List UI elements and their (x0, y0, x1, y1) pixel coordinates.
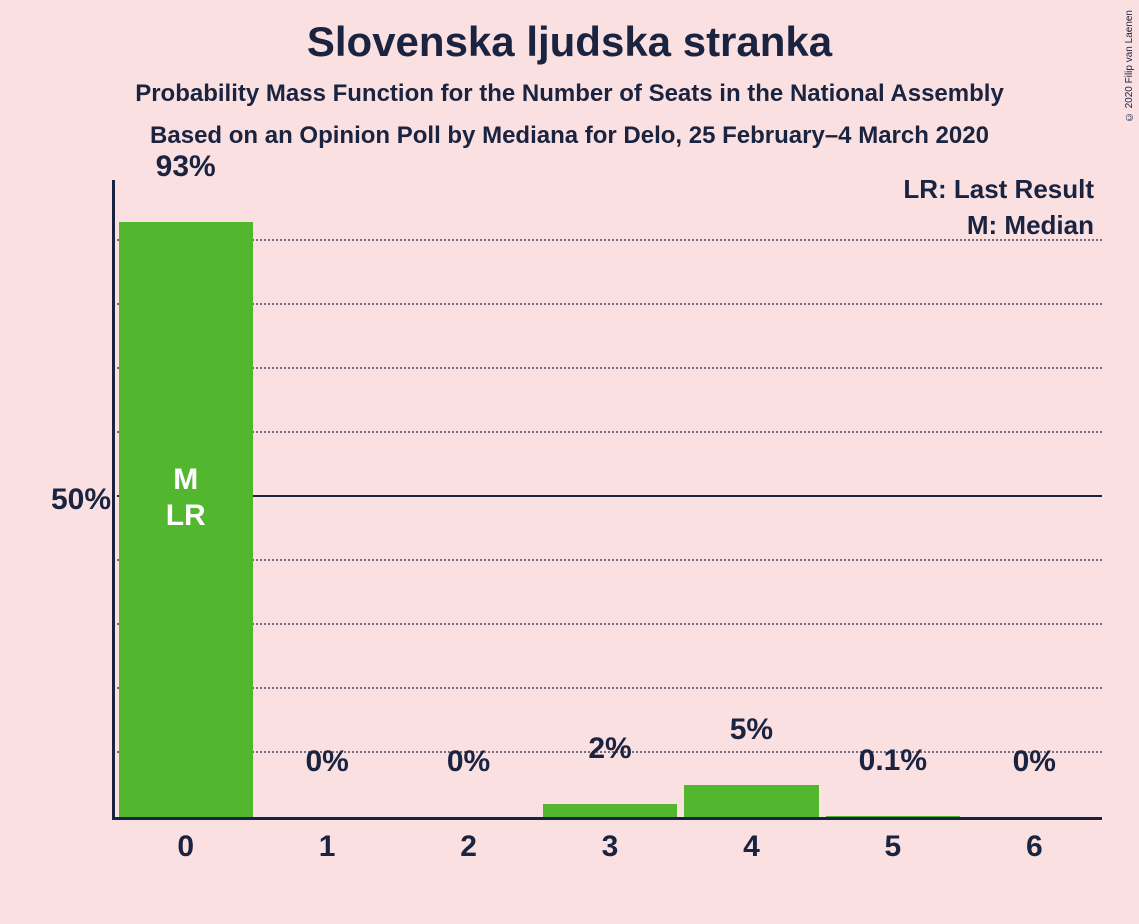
x-axis-label: 2 (399, 830, 539, 864)
x-axis-label: 1 (257, 830, 397, 864)
gridline-minor (117, 239, 1102, 241)
chart-subtitle-1: Probability Mass Function for the Number… (0, 66, 1139, 108)
gridline-major (117, 495, 1102, 497)
x-axis-label: 4 (681, 830, 821, 864)
bar (684, 785, 818, 817)
gridline-minor (117, 623, 1102, 625)
gridline-minor (117, 687, 1102, 689)
gridline-minor (117, 367, 1102, 369)
bar-value-label: 0% (399, 745, 539, 779)
last-result-marker: LR (116, 499, 256, 533)
gridline-minor (117, 431, 1102, 433)
bar-value-label: 0% (257, 745, 397, 779)
plot-area: LR: Last Result M: Median 50%093%10%20%3… (112, 180, 1102, 820)
bar-value-label: 5% (681, 713, 821, 747)
x-axis-label: 5 (823, 830, 963, 864)
bar (543, 804, 677, 817)
gridline-minor (117, 559, 1102, 561)
x-axis-label: 3 (540, 830, 680, 864)
legend-lr: LR: Last Result (903, 174, 1094, 205)
gridline-minor (117, 303, 1102, 305)
median-marker: M (116, 463, 256, 497)
bar-value-label: 0.1% (823, 744, 963, 778)
y-axis-label: 50% (33, 483, 111, 517)
x-axis-label: 6 (964, 830, 1104, 864)
bar-value-label: 93% (116, 150, 256, 184)
chart-container: LR: Last Result M: Median 50%093%10%20%3… (30, 180, 1110, 880)
chart-title: Slovenska ljudska stranka (0, 0, 1139, 66)
x-axis-label: 0 (116, 830, 256, 864)
chart-subtitle-2: Based on an Opinion Poll by Mediana for … (0, 108, 1139, 150)
legend-m: M: Median (967, 210, 1094, 241)
bar-value-label: 2% (540, 732, 680, 766)
bar-value-label: 0% (964, 745, 1104, 779)
bar (826, 816, 960, 817)
copyright-text: © 2020 Filip van Laenen (1124, 10, 1135, 122)
